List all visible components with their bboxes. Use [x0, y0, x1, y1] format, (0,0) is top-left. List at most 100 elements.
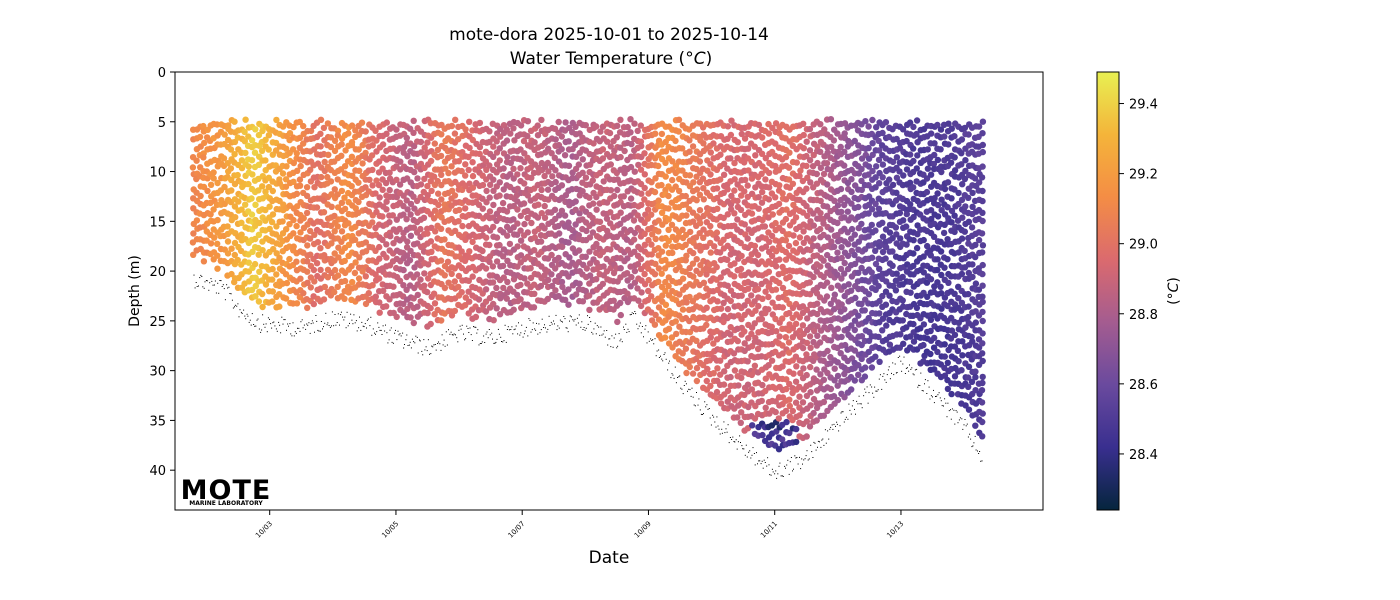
seafloor-point — [781, 475, 783, 477]
seafloor-point — [515, 325, 517, 327]
seafloor-point — [687, 390, 688, 392]
seafloor-point — [802, 463, 803, 465]
seafloor-point — [563, 316, 565, 317]
seafloor-point — [602, 333, 604, 335]
temperature-point — [892, 287, 900, 294]
temperature-point — [386, 186, 393, 194]
temperature-point — [693, 364, 701, 372]
temperature-point — [251, 149, 259, 156]
seafloor-point — [385, 324, 386, 326]
temperature-point — [659, 292, 666, 299]
seafloor-point — [498, 333, 500, 335]
seafloor-point — [759, 460, 761, 462]
temperature-point — [617, 220, 624, 227]
seafloor-point — [340, 314, 342, 316]
temperature-point — [389, 212, 396, 219]
seafloor-point — [679, 375, 681, 377]
temperature-point — [813, 170, 820, 178]
temperature-point — [634, 127, 641, 135]
temperature-point — [754, 345, 762, 353]
temperature-point — [851, 347, 859, 354]
temperature-point — [469, 159, 476, 166]
seafloor-point — [288, 325, 289, 327]
temperature-point — [655, 278, 662, 285]
seafloor-point — [535, 329, 537, 331]
seafloor-point — [751, 454, 753, 456]
temperature-point — [304, 268, 311, 275]
seafloor-point — [797, 463, 799, 465]
temperature-point — [765, 169, 773, 177]
seafloor-point — [962, 428, 964, 430]
temperature-point — [741, 302, 748, 309]
temperature-point — [534, 214, 542, 221]
seafloor-point — [434, 344, 436, 345]
temperature-point — [810, 409, 817, 417]
seafloor-point — [598, 326, 600, 328]
temperature-point — [335, 254, 342, 261]
temperature-point — [445, 169, 452, 177]
temperature-point — [462, 205, 469, 212]
temperature-point — [293, 190, 301, 197]
seafloor-point — [547, 328, 549, 330]
temperature-point — [634, 261, 642, 268]
seafloor-point — [344, 316, 346, 318]
temperature-point — [427, 178, 434, 185]
seafloor-point — [429, 353, 430, 355]
seafloor-point — [897, 357, 899, 358]
temperature-point — [631, 267, 639, 275]
temperature-point — [341, 257, 348, 265]
seafloor-point — [375, 333, 376, 335]
temperature-point — [882, 244, 890, 251]
seafloor-point — [900, 360, 902, 362]
temperature-point — [544, 186, 552, 193]
seafloor-point — [607, 344, 609, 346]
chart-title: mote-dora 2025-10-01 to 2025-10-14 — [449, 25, 769, 45]
temperature-point — [262, 136, 269, 143]
temperature-point — [379, 236, 386, 244]
temperature-point — [300, 140, 307, 147]
temperature-point — [420, 214, 428, 221]
temperature-point — [782, 334, 789, 341]
temperature-point — [851, 260, 859, 268]
temperature-point — [690, 273, 697, 280]
temperature-point — [604, 227, 611, 235]
temperature-point — [700, 196, 707, 203]
seafloor-point — [506, 329, 508, 330]
temperature-point — [314, 239, 322, 246]
temperature-point — [700, 234, 707, 241]
temperature-point — [435, 201, 442, 209]
seafloor-point — [280, 332, 282, 334]
seafloor-point — [902, 363, 904, 365]
temperature-point — [851, 251, 858, 259]
temperature-point — [669, 176, 676, 184]
seafloor-point — [804, 458, 806, 460]
temperature-point — [282, 183, 290, 190]
temperature-point — [318, 173, 325, 181]
seafloor-point — [575, 324, 577, 326]
temperature-point — [458, 167, 465, 175]
temperature-point — [200, 154, 207, 161]
temperature-point — [482, 286, 490, 293]
temperature-point — [414, 291, 421, 299]
temperature-point — [303, 184, 311, 191]
temperature-point — [797, 370, 804, 377]
temperature-point — [376, 309, 383, 316]
temperature-point — [910, 320, 917, 328]
seafloor-point — [578, 314, 580, 316]
temperature-point — [748, 292, 755, 299]
seafloor-point — [953, 409, 955, 411]
temperature-point — [207, 181, 215, 188]
seafloor-point — [836, 423, 838, 425]
temperature-point — [386, 169, 393, 176]
temperature-point — [907, 151, 914, 158]
seafloor-point — [729, 437, 731, 438]
temperature-point — [538, 186, 545, 194]
seafloor-point — [894, 363, 896, 365]
seafloor-point — [574, 318, 576, 320]
temperature-point — [407, 211, 414, 218]
seafloor-point — [974, 435, 976, 437]
temperature-point — [827, 337, 835, 344]
temperature-point — [380, 287, 387, 295]
temperature-point — [682, 192, 689, 200]
temperature-point — [510, 175, 517, 182]
